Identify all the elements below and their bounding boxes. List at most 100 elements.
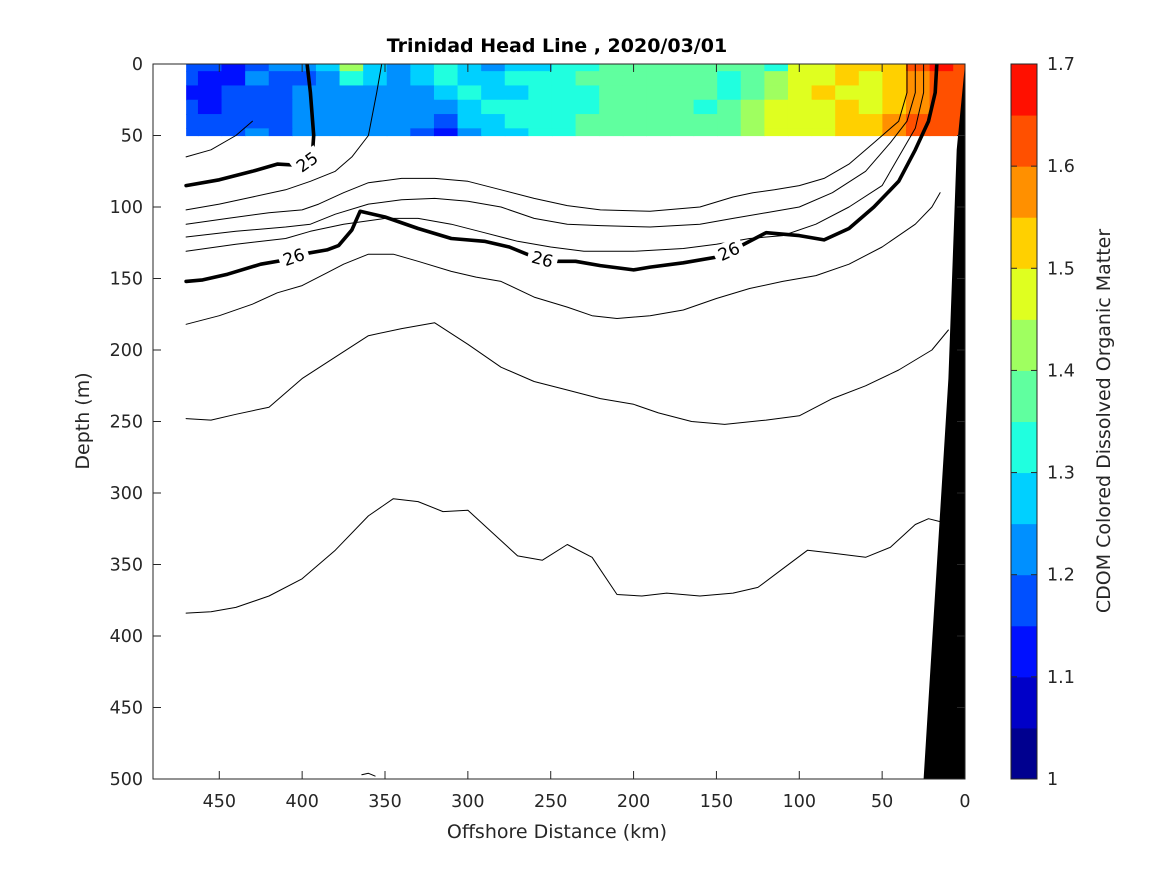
heatmap-cell [268, 99, 293, 115]
heatmap-cell [693, 64, 718, 72]
heatmap-cell [858, 71, 883, 87]
heatmap-cell [481, 99, 506, 115]
heatmap-cell [787, 99, 813, 115]
heatmap-cell [433, 85, 459, 101]
heatmap-cell [811, 71, 836, 87]
heatmap-cell [551, 64, 577, 72]
heatmap-cell [245, 99, 270, 115]
heatmap-cell [410, 114, 435, 129]
contour-line [185, 120, 253, 158]
heatmap-cell [905, 85, 931, 101]
chart-title: Trinidad Head Line , 2020/03/01 [387, 35, 727, 57]
y-tick-label: 450 [110, 699, 143, 719]
x-tick-label: 350 [368, 792, 401, 812]
heatmap-cell [575, 71, 600, 87]
heatmap-cell [835, 114, 860, 129]
y-tick-label: 50 [121, 127, 143, 147]
heatmap-cell [835, 99, 860, 115]
heatmap-cell [693, 114, 718, 129]
heatmap-cell [835, 128, 860, 137]
contour-label-background [289, 145, 326, 179]
heatmap-cell [882, 114, 907, 129]
heatmap-cell [386, 114, 411, 129]
colorbar-segment [1011, 676, 1037, 729]
heatmap-cell [551, 85, 577, 101]
y-tick-label: 150 [110, 270, 143, 290]
heatmap-cell [221, 114, 246, 129]
heatmap-cell [528, 128, 553, 137]
heatmap-cell [622, 128, 647, 137]
heatmap-cell [551, 128, 577, 137]
heatmap-cell [504, 128, 529, 137]
heatmap-cell [787, 128, 813, 137]
heatmap-cell [669, 85, 695, 101]
heatmap-cell [186, 71, 199, 87]
heatmap-cell [575, 85, 600, 101]
heatmap-cell [481, 64, 506, 72]
heatmap-cell [504, 99, 529, 115]
heatmap-cell [835, 64, 860, 72]
contour-line [185, 192, 941, 325]
heatmap-cell [764, 128, 789, 137]
colorbar-tick-label: 1.6 [1047, 157, 1075, 177]
heatmap-cell [186, 128, 199, 137]
heatmap-cell [764, 85, 789, 101]
heatmap-cell [315, 99, 341, 115]
heatmap-cell [186, 85, 199, 101]
heatmap-cell [717, 64, 742, 72]
heatmap-cell [551, 114, 577, 129]
colorbar-segment [1011, 319, 1037, 371]
heatmap-cell [882, 128, 907, 137]
heatmap-cell [622, 99, 647, 115]
heatmap-cell [764, 71, 789, 87]
colorbar-segment [1011, 64, 1037, 116]
heatmap-cell [669, 128, 695, 137]
heatmap-cell [457, 114, 482, 129]
heatmap-cell [504, 64, 529, 72]
heatmap-cell [811, 64, 836, 72]
heatmap-cell [953, 85, 965, 101]
heatmap-cell [245, 128, 270, 137]
heatmap-cell [882, 71, 907, 87]
y-tick-label: 500 [110, 770, 143, 790]
heatmap-cell [315, 128, 341, 137]
heatmap-cell [245, 64, 270, 72]
heatmap-cell [669, 64, 695, 72]
heatmap-cell [953, 99, 965, 115]
heatmap-cell [693, 85, 718, 101]
heatmap-cell [221, 85, 246, 101]
heatmap-cell [882, 85, 907, 101]
x-tick-label: 50 [871, 792, 893, 812]
heatmap-cell [740, 71, 765, 87]
heatmap-cell [457, 64, 482, 72]
heatmap-cell [363, 114, 388, 129]
heatmap-cell [315, 114, 341, 129]
heatmap-cell [717, 114, 742, 129]
colorbar-segment [1011, 574, 1037, 627]
contour-line [185, 64, 916, 238]
heatmap-cell [787, 85, 813, 101]
heatmap-cell [905, 128, 931, 137]
colorbar: 1 1.1 1.2 1.3 1.4 1.5 1.6 1.7 [1010, 55, 1075, 790]
heatmap-cell [481, 85, 506, 101]
colorbar-segment [1011, 727, 1037, 780]
y-tick-label: 400 [110, 627, 143, 647]
heatmap-cell [221, 128, 246, 137]
heatmap-cell [315, 85, 341, 101]
heatmap-cell [363, 85, 388, 101]
heatmap-cell [292, 71, 317, 87]
colorbar-segment [1011, 268, 1037, 320]
x-tick-label: 100 [783, 792, 816, 812]
heatmap-cell [740, 99, 765, 115]
heatmap-cell [622, 114, 647, 129]
contour-line [185, 64, 925, 252]
heatmap-cell [835, 85, 860, 101]
heatmap-cell [669, 71, 695, 87]
heatmap-cell [457, 128, 482, 137]
heatmap-cell [481, 114, 506, 129]
contour-line [185, 322, 949, 425]
bathymetry [923, 64, 965, 779]
heatmap-cell [740, 128, 765, 137]
heatmap-cell [551, 99, 577, 115]
cdom-heatmap [186, 64, 965, 137]
